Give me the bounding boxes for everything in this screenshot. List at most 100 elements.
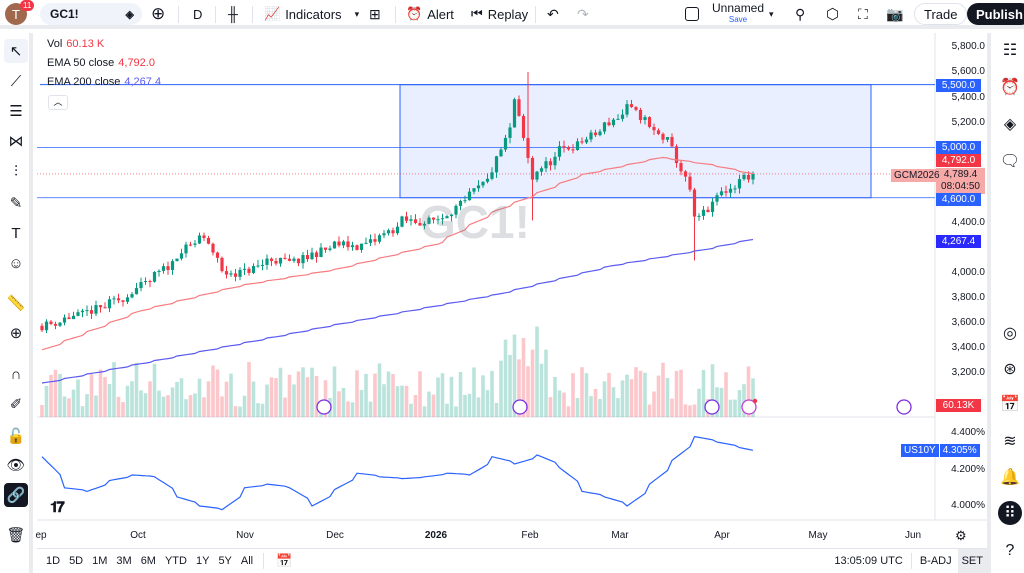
ruler-icon[interactable]: 📏 xyxy=(6,295,26,312)
emoji-icon[interactable]: ☺ xyxy=(8,254,24,272)
fib-retracement-icon[interactable]: ☰ xyxy=(9,103,23,120)
volume-bar xyxy=(382,384,386,417)
candle-body xyxy=(611,119,616,126)
alert-button[interactable]: ⏰ Alert xyxy=(406,0,454,28)
candle-body xyxy=(49,321,53,324)
volume-bar xyxy=(121,402,125,417)
symbol-search[interactable]: GC1! ◈ xyxy=(40,3,142,25)
link-icon[interactable]: 🔗 xyxy=(4,483,28,507)
range-6m[interactable]: 6M xyxy=(140,555,156,567)
compare-plus-icon[interactable]: ⊕ xyxy=(151,4,166,23)
trade-button[interactable]: Trade xyxy=(914,3,968,25)
candle-body xyxy=(152,271,157,282)
pulse-icon[interactable]: ◎ xyxy=(1003,325,1017,342)
interval-button[interactable]: D xyxy=(193,6,203,22)
target-icon[interactable]: ⊛ xyxy=(1003,361,1017,378)
volume-bar xyxy=(139,390,143,417)
volume-bar xyxy=(44,385,49,417)
candle-body xyxy=(503,137,508,150)
range-1d[interactable]: 1D xyxy=(46,555,61,567)
calendar-icon[interactable]: 📅 xyxy=(1000,396,1020,413)
fullscreen-icon[interactable]: ⛶ xyxy=(858,5,868,22)
range-all[interactable]: All xyxy=(240,555,254,567)
zoom-in-icon[interactable]: ⊕ xyxy=(9,325,23,342)
candles-icon[interactable]: ╫ xyxy=(228,6,238,22)
volume-bar xyxy=(220,396,224,417)
price-tick: 3,200.0 xyxy=(951,367,985,378)
redo-icon[interactable]: ↷ xyxy=(577,5,589,22)
volume-bar xyxy=(701,369,706,417)
range-3m[interactable]: 3M xyxy=(116,555,132,567)
layout-name-button[interactable]: Unnamed Save xyxy=(712,0,764,28)
axis-settings-icon[interactable]: ⚙ xyxy=(955,528,967,543)
legend-ema50[interactable]: EMA 50 close 4,792.0 xyxy=(47,57,155,69)
text-icon[interactable]: T xyxy=(11,224,21,242)
range-1m[interactable]: 1M xyxy=(92,555,108,567)
lock-icon[interactable]: 🔓 xyxy=(6,428,26,445)
last-price-tag: 4,789.4 08:04:50 xyxy=(936,168,985,194)
price-tick: 3,400.0 xyxy=(951,342,985,353)
chat-icon[interactable]: 🗨 xyxy=(999,153,1021,170)
publish-button[interactable]: Publish xyxy=(967,3,1024,25)
broadcast-icon[interactable]: ≋ xyxy=(1003,433,1017,450)
camera-icon[interactable]: 📷 xyxy=(886,5,904,22)
chevron-down-icon[interactable]: ▾ xyxy=(354,8,360,19)
candle-body xyxy=(719,191,724,196)
time-tick: Jun xyxy=(904,530,922,541)
layers-icon[interactable]: ◈ xyxy=(1003,116,1017,133)
badj-toggle[interactable]: B-ADJ xyxy=(919,555,952,567)
candle-body xyxy=(535,171,539,180)
watchlist-icon[interactable]: ☷ xyxy=(1002,42,1018,59)
range-ytd[interactable]: YTD xyxy=(164,555,187,567)
candle-body xyxy=(89,310,94,314)
range-5d[interactable]: 5D xyxy=(69,555,84,567)
eye-icon[interactable]: 👁 xyxy=(6,457,26,474)
apps-grid-icon[interactable]: ⠿ xyxy=(998,501,1022,525)
session-button[interactable]: SET xyxy=(957,549,987,573)
indicators-button[interactable]: 📈 Indicators ▾ xyxy=(264,0,359,28)
watchlist-icon[interactable]: ◈ xyxy=(125,8,134,21)
candle-body xyxy=(328,248,332,250)
range-5y[interactable]: 5Y xyxy=(218,555,232,567)
candle-body xyxy=(121,300,125,302)
volume-bar xyxy=(719,387,724,417)
range-1y[interactable]: 1Y xyxy=(195,555,210,567)
lock-drawing-icon[interactable]: ✐ xyxy=(9,396,23,413)
volume-bar xyxy=(238,406,242,417)
save-link[interactable]: Save xyxy=(728,15,748,24)
candle-body xyxy=(476,185,481,189)
candle-body xyxy=(575,141,580,151)
bell-icon[interactable]: 🔔 xyxy=(1000,469,1020,486)
volume-bar xyxy=(697,388,701,417)
goto-date-icon[interactable]: 📅 xyxy=(276,553,293,568)
legend-ema200[interactable]: EMA 200 close 4,267.4 xyxy=(47,76,162,88)
price-chart[interactable] xyxy=(0,0,987,548)
trash-icon[interactable]: 🗑 xyxy=(6,527,26,544)
volume-bar xyxy=(404,385,409,417)
undo-icon[interactable]: ↶ xyxy=(547,5,559,22)
settings-hexagon-icon[interactable]: ⬡ xyxy=(826,6,840,23)
volume-bar xyxy=(535,326,539,417)
pattern-icon[interactable]: ⋈ xyxy=(8,133,24,150)
trend-line-icon[interactable]: ⟋ xyxy=(10,72,22,90)
volume-bar xyxy=(742,384,746,417)
layout-checkbox[interactable] xyxy=(685,0,699,28)
volume-bar xyxy=(544,349,548,417)
candle-body xyxy=(67,317,71,320)
magnet-icon[interactable]: ∩ xyxy=(10,365,22,383)
alarm-clock-icon[interactable]: ⏰ xyxy=(1000,79,1020,96)
clock[interactable]: 13:05:09 UTC xyxy=(834,555,903,567)
cursor-icon[interactable]: ↖ xyxy=(4,39,28,63)
legend-volume[interactable]: Vol 60.13 K xyxy=(47,38,105,50)
candle-body xyxy=(179,253,184,259)
help-icon[interactable]: ? xyxy=(1005,542,1015,559)
volume-bar xyxy=(454,406,458,417)
brush-icon[interactable]: ✎ xyxy=(9,195,23,212)
replay-button[interactable]: ⏮ Replay xyxy=(471,0,528,28)
layouts-grid-icon[interactable]: ⊞ xyxy=(369,5,381,22)
quick-search-icon[interactable]: ⚲ xyxy=(795,5,806,22)
price-tick: 5,400.0 xyxy=(951,92,985,103)
collapse-legend-button[interactable]: ︿ xyxy=(48,95,68,110)
forecast-icon[interactable]: ⫶ xyxy=(14,162,18,180)
chevron-down-icon[interactable]: ▾ xyxy=(769,8,774,19)
